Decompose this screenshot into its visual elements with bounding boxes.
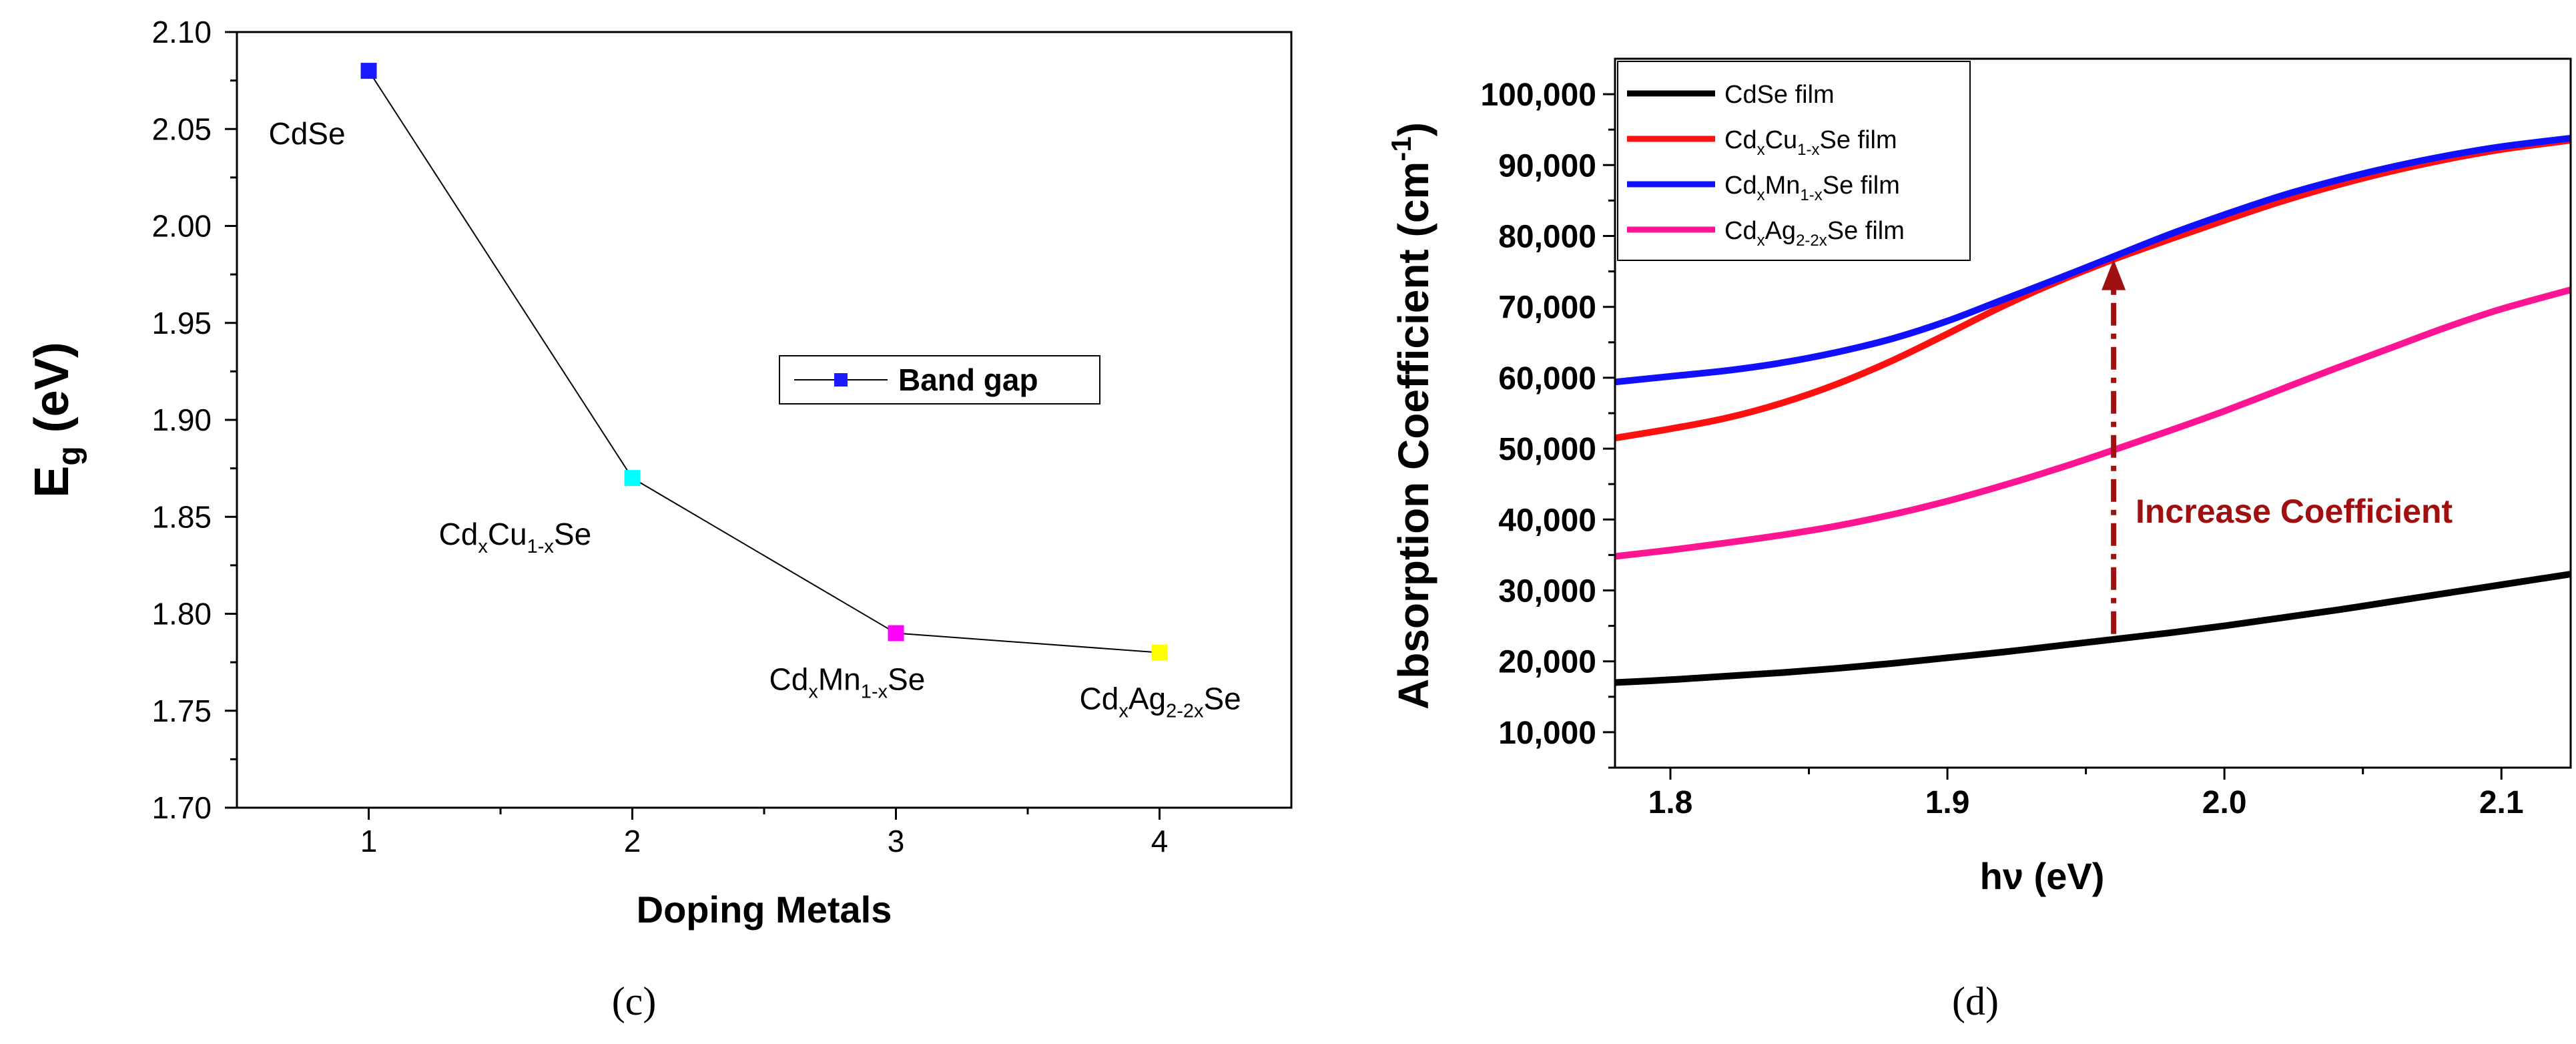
y-axis-title-c: Eg (eV) [25, 342, 87, 497]
band-gap-point [360, 63, 377, 79]
y-tick-label-c: 1.95 [151, 306, 212, 340]
y-tick-label-c: 2.05 [151, 111, 212, 146]
x-tick-label-c: 3 [888, 824, 905, 858]
y-tick-label-d: 40,000 [1498, 503, 1596, 538]
x-tick-label-d: 2.0 [2202, 785, 2247, 820]
legend-d: CdSe film CdxCu1-xSe film CdxMn1-xSe film C… [1617, 61, 1971, 261]
x-axis-c: 1 2 3 4 [360, 808, 1169, 858]
series-line-2 [1615, 134, 2571, 386]
panel-label-d: (d) [1952, 979, 1999, 1023]
x-tick-label-c: 1 [360, 824, 378, 858]
y-axis-c: 1.70 1.75 1.80 1.85 1.90 1.95 2.00 2.05 2.10 [151, 15, 237, 825]
y-tick-label-d: 20,000 [1498, 645, 1596, 680]
band-gap-point [624, 470, 641, 487]
point-label-c: CdxCu1-xSe [439, 517, 592, 557]
x-axis-title-c: Doping Metals [637, 888, 892, 931]
legend-label-d: CdxAg2-2xSe film [1724, 217, 1905, 250]
panel-d: 10,000 20,000 30,000 40,000 50,000 60,000 70,0… [1385, 57, 2572, 1023]
y-axis-title-d: Absorption Coefficient (cm-1) [1385, 122, 1437, 710]
legend-label-d: CdxMn1-xSe film [1724, 172, 1900, 204]
y-tick-label-c: 1.80 [151, 597, 212, 631]
band-gap-line [368, 70, 1160, 654]
x-axis-title-d: hν (eV) [1980, 855, 2105, 897]
x-tick-label-d: 1.8 [1648, 785, 1693, 820]
panel-c: 1.70 1.75 1.80 1.85 1.90 1.95 2.00 2.05 2.10 1 2 3… [25, 15, 1293, 1023]
y-tick-label-d: 100,000 [1480, 77, 1596, 113]
y-tick-label-d: 10,000 [1498, 716, 1596, 751]
x-tick-label-c: 4 [1151, 824, 1169, 858]
x-axis-d: 1.8 1.9 2.0 2.1 [1648, 768, 2524, 820]
point-label-c: CdxMn1-xSe [769, 662, 926, 703]
point-label-c: CdSe [269, 116, 346, 151]
annotation-text: Increase Coefficient [2136, 493, 2453, 530]
y-tick-label-c: 1.75 [151, 694, 212, 728]
annotation-arrow [2102, 259, 2126, 634]
x-tick-label-d: 1.9 [1925, 785, 1970, 820]
x-tick-label-c: 2 [624, 824, 641, 858]
panel-label-c: (c) [612, 979, 657, 1023]
y-tick-label-c: 1.90 [151, 403, 212, 437]
legend-label-d: CdSe film [1724, 81, 1835, 109]
series-line-3 [1615, 286, 2571, 560]
y-tick-label-d: 50,000 [1498, 432, 1596, 467]
y-tick-label-c: 1.70 [151, 790, 212, 825]
x-tick-label-d: 2.1 [2479, 785, 2524, 820]
band-gap-point [1151, 644, 1168, 661]
legend-label-d: CdxCu1-xSe film [1724, 126, 1897, 159]
y-axis-d: 10,000 20,000 30,000 40,000 50,000 60,000 70,0… [1480, 77, 1615, 769]
y-tick-label-d: 90,000 [1498, 148, 1596, 184]
y-tick-label-d: 80,000 [1498, 220, 1596, 255]
y-tick-label-c: 1.85 [151, 499, 212, 534]
point-label-c: CdxAg2-2xSe [1080, 682, 1241, 722]
series-line-0 [1615, 571, 2571, 686]
point-labels-c: CdSe CdxCu1-xSe CdxMn1-xSe CdxAg2-2xSe [269, 116, 1241, 722]
legend-label-c: Band gap [898, 362, 1038, 397]
y-tick-label-d: 30,000 [1498, 574, 1596, 609]
y-tick-label-d: 60,000 [1498, 361, 1596, 397]
annotation-arrow-head [2102, 259, 2126, 290]
y-tick-label-c: 2.00 [151, 209, 212, 244]
y-tick-label-c: 2.10 [151, 15, 212, 49]
legend-marker-c [834, 373, 848, 386]
y-tick-label-d: 70,000 [1498, 290, 1596, 326]
band-gap-point [888, 625, 904, 641]
legend-c: Band gap [779, 355, 1100, 405]
series-d [1615, 134, 2571, 686]
series-c [360, 63, 1168, 661]
